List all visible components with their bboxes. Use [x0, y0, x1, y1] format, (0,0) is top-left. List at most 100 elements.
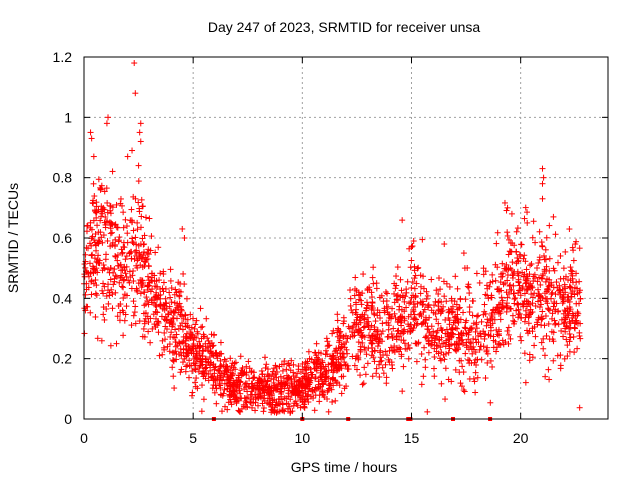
data-point	[233, 400, 240, 407]
data-point	[90, 197, 97, 204]
data-point	[565, 296, 572, 303]
data-point	[448, 378, 455, 385]
data-point	[88, 252, 95, 259]
data-point-outlier	[105, 114, 112, 121]
data-point	[104, 199, 111, 206]
y-tick-label: 0	[64, 411, 72, 427]
data-point	[424, 326, 431, 333]
data-point	[532, 333, 539, 340]
data-point	[321, 366, 328, 373]
data-point	[454, 346, 461, 353]
data-point	[430, 365, 437, 372]
data-point	[443, 326, 450, 333]
data-point	[528, 260, 535, 267]
data-point	[124, 230, 131, 237]
data-point	[118, 202, 125, 209]
data-point	[499, 270, 506, 277]
data-point	[370, 264, 377, 271]
data-point	[335, 345, 342, 352]
data-point	[88, 226, 95, 233]
data-point	[418, 350, 425, 357]
data-point	[110, 281, 117, 288]
data-point	[525, 330, 532, 337]
data-point	[548, 295, 555, 302]
data-point	[360, 380, 367, 387]
x-axis-label: GPS time / hours	[291, 459, 398, 475]
data-point	[192, 366, 199, 373]
data-point	[232, 385, 239, 392]
data-point	[120, 239, 127, 246]
data-point	[472, 389, 479, 396]
data-point	[516, 287, 523, 294]
data-point-outlier	[135, 162, 142, 169]
data-point	[130, 312, 137, 319]
data-point	[284, 382, 291, 389]
data-point	[566, 308, 573, 315]
data-point	[523, 266, 530, 273]
data-point	[326, 382, 333, 389]
data-point	[112, 289, 119, 296]
data-point	[227, 355, 234, 362]
data-point	[381, 305, 388, 312]
data-point	[443, 280, 450, 287]
data-point	[425, 301, 432, 308]
data-point	[186, 333, 193, 340]
data-point	[457, 380, 464, 387]
data-point-outlier	[524, 219, 531, 226]
data-point	[341, 344, 348, 351]
data-point	[169, 315, 176, 322]
data-point	[169, 357, 176, 364]
data-point	[442, 316, 449, 323]
data-point	[92, 230, 99, 237]
data-point	[182, 340, 189, 347]
data-point	[442, 365, 449, 372]
data-point	[369, 373, 376, 380]
data-point	[554, 352, 561, 359]
data-point	[203, 355, 210, 362]
data-point	[179, 359, 186, 366]
data-point	[254, 379, 261, 386]
data-point	[362, 307, 369, 314]
data-point	[542, 295, 549, 302]
data-point	[489, 271, 496, 278]
data-point	[130, 267, 137, 274]
data-point	[411, 315, 418, 322]
data-point	[405, 355, 412, 362]
data-point	[161, 329, 168, 336]
data-point	[280, 407, 287, 414]
data-point	[140, 249, 147, 256]
data-point	[497, 316, 504, 323]
data-point	[238, 367, 245, 374]
data-point	[480, 311, 487, 318]
data-point	[465, 356, 472, 363]
data-point	[423, 333, 430, 340]
data-point	[570, 333, 577, 340]
data-point	[107, 265, 114, 272]
data-point	[287, 396, 294, 403]
data-point	[470, 375, 477, 382]
data-point	[100, 311, 107, 318]
data-point-outlier	[480, 265, 487, 272]
data-point	[386, 359, 393, 366]
data-point	[574, 312, 581, 319]
data-point	[367, 337, 374, 344]
data-point	[152, 249, 159, 256]
data-point	[404, 278, 411, 285]
data-point	[495, 330, 502, 337]
data-point	[92, 313, 99, 320]
data-point	[360, 324, 367, 331]
data-point	[451, 298, 458, 305]
data-point	[84, 303, 91, 310]
data-point	[393, 293, 400, 300]
data-point	[154, 322, 161, 329]
data-point	[466, 290, 473, 297]
data-point	[112, 252, 119, 259]
data-point	[363, 320, 370, 327]
data-point	[532, 239, 539, 246]
data-point	[524, 209, 531, 216]
data-point	[217, 357, 224, 364]
data-point	[147, 247, 154, 254]
data-point	[98, 337, 105, 344]
data-point	[308, 374, 315, 381]
data-point	[196, 343, 203, 350]
